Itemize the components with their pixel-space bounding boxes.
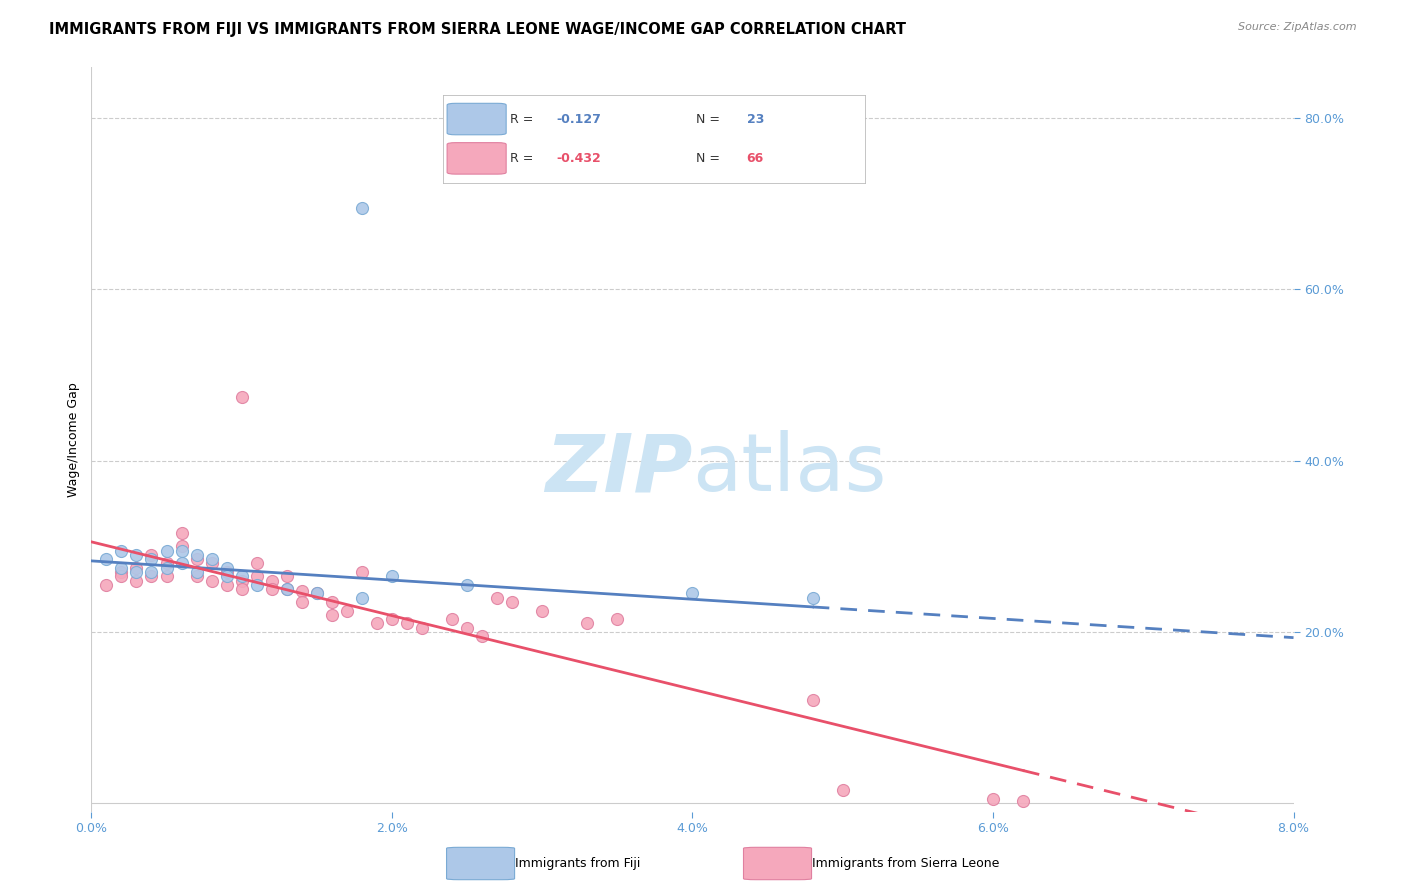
- Point: [155, 557, 177, 571]
- Point: [155, 543, 177, 558]
- Text: Immigrants from Sierra Leone: Immigrants from Sierra Leone: [811, 856, 998, 870]
- Point: [305, 586, 328, 600]
- Point: [125, 560, 148, 574]
- Point: [305, 586, 328, 600]
- Point: [215, 560, 238, 574]
- Point: [366, 616, 388, 631]
- Point: [321, 595, 343, 609]
- Point: [276, 569, 298, 583]
- Point: [350, 565, 373, 579]
- Point: [531, 603, 554, 617]
- Point: [186, 569, 208, 583]
- Point: [276, 582, 298, 596]
- Point: [141, 565, 163, 579]
- Point: [291, 583, 314, 598]
- Point: [395, 616, 418, 631]
- Point: [246, 557, 269, 571]
- Point: [801, 693, 824, 707]
- Text: Source: ZipAtlas.com: Source: ZipAtlas.com: [1239, 22, 1357, 32]
- Point: [1012, 794, 1035, 808]
- Point: [411, 621, 433, 635]
- FancyBboxPatch shape: [447, 103, 506, 135]
- Point: [110, 569, 132, 583]
- Point: [576, 616, 599, 631]
- Point: [155, 569, 177, 583]
- Point: [201, 552, 224, 566]
- Point: [110, 565, 132, 579]
- Point: [260, 582, 283, 596]
- Point: [170, 539, 193, 553]
- Point: [201, 574, 224, 588]
- Point: [141, 548, 163, 562]
- Point: [141, 569, 163, 583]
- Point: [381, 612, 404, 626]
- Point: [96, 578, 118, 592]
- Point: [471, 629, 494, 643]
- FancyBboxPatch shape: [744, 847, 811, 880]
- Point: [350, 201, 373, 215]
- Text: N =: N =: [696, 152, 724, 165]
- Text: R =: R =: [510, 112, 537, 126]
- Text: 23: 23: [747, 112, 763, 126]
- Point: [231, 569, 253, 583]
- Point: [125, 574, 148, 588]
- Point: [276, 582, 298, 596]
- Point: [801, 591, 824, 605]
- Point: [201, 557, 224, 571]
- Point: [170, 526, 193, 541]
- Point: [681, 586, 703, 600]
- Point: [246, 578, 269, 592]
- Point: [381, 569, 404, 583]
- Point: [606, 612, 628, 626]
- Point: [486, 591, 509, 605]
- FancyBboxPatch shape: [447, 847, 515, 880]
- Text: -0.127: -0.127: [557, 112, 602, 126]
- Point: [110, 560, 132, 574]
- Point: [321, 607, 343, 622]
- Point: [110, 543, 132, 558]
- Text: N =: N =: [696, 112, 724, 126]
- Point: [231, 390, 253, 404]
- Point: [125, 548, 148, 562]
- Point: [170, 557, 193, 571]
- Point: [186, 548, 208, 562]
- Point: [96, 552, 118, 566]
- Text: atlas: atlas: [692, 430, 887, 508]
- Text: R =: R =: [510, 152, 537, 165]
- Point: [186, 552, 208, 566]
- Text: ZIP: ZIP: [546, 430, 692, 508]
- Point: [155, 560, 177, 574]
- Point: [981, 792, 1004, 806]
- Point: [291, 595, 314, 609]
- Point: [215, 569, 238, 583]
- Point: [170, 543, 193, 558]
- Text: Immigrants from Fiji: Immigrants from Fiji: [515, 856, 640, 870]
- Point: [350, 591, 373, 605]
- Point: [231, 582, 253, 596]
- Point: [186, 565, 208, 579]
- Point: [501, 595, 523, 609]
- Point: [456, 621, 478, 635]
- Y-axis label: Wage/Income Gap: Wage/Income Gap: [66, 382, 80, 497]
- Point: [215, 578, 238, 592]
- Text: 66: 66: [747, 152, 763, 165]
- Point: [260, 574, 283, 588]
- Point: [141, 552, 163, 566]
- Point: [231, 574, 253, 588]
- Point: [336, 603, 359, 617]
- Point: [125, 565, 148, 579]
- Point: [456, 578, 478, 592]
- Point: [831, 783, 853, 797]
- Text: -0.432: -0.432: [557, 152, 602, 165]
- Point: [215, 565, 238, 579]
- Point: [246, 569, 269, 583]
- FancyBboxPatch shape: [447, 143, 506, 174]
- Point: [440, 612, 463, 626]
- Text: IMMIGRANTS FROM FIJI VS IMMIGRANTS FROM SIERRA LEONE WAGE/INCOME GAP CORRELATION: IMMIGRANTS FROM FIJI VS IMMIGRANTS FROM …: [49, 22, 907, 37]
